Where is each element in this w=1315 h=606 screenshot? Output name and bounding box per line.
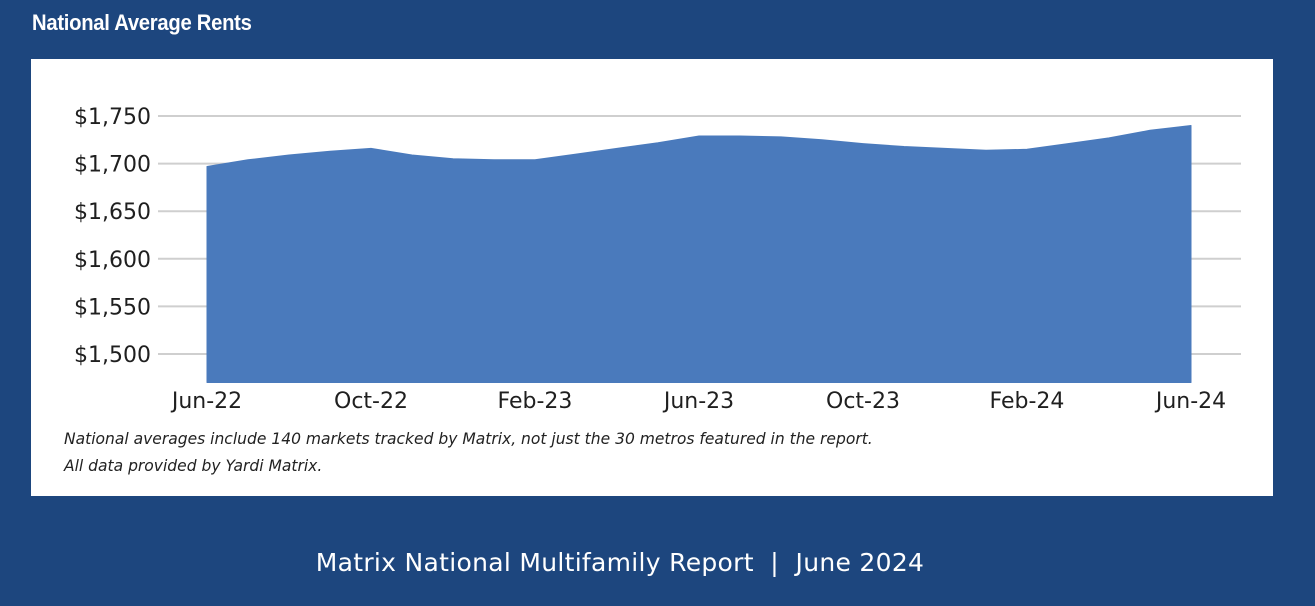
page-title: National Average Rents [32, 10, 252, 35]
note-markets: National averages include 140 markets tr… [64, 429, 873, 448]
rent-area-series [206, 125, 1192, 384]
x-tick-label: Feb-24 [990, 389, 1065, 414]
y-tick-label: $1,500 [74, 343, 151, 368]
x-tick-label: Oct-22 [334, 389, 408, 414]
x-tick-label: Jun-23 [662, 389, 734, 414]
y-tick-label: $1,600 [74, 248, 151, 273]
x-tick-label: Jun-24 [1154, 389, 1226, 414]
x-tick-label: Jun-22 [170, 389, 242, 414]
chart-panel: $1,750 $1,700 $1,650 $1,600 $1,550 $1,500 Jun… [31, 59, 1273, 496]
y-tick-label: $1,700 [74, 153, 151, 178]
x-tick-label: Feb-23 [498, 389, 573, 414]
y-tick-label: $1,750 [74, 105, 151, 130]
x-tick-label: Oct-23 [826, 389, 900, 414]
report-footer: Matrix National Multifamily Report | Jun… [315, 548, 925, 577]
note-data-source: All data provided by Yardi Matrix. [64, 456, 323, 475]
area-chart: $1,750 $1,700 $1,650 $1,600 $1,550 $1,500 Jun… [74, 105, 1241, 414]
y-tick-label: $1,550 [74, 295, 151, 320]
y-tick-label: $1,650 [74, 200, 151, 225]
